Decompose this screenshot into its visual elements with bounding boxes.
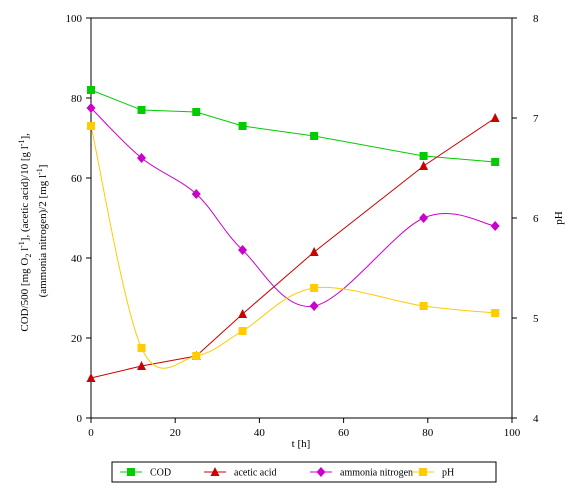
data-point-ammonia-nitrogen — [419, 213, 429, 223]
left-axis-label-line1: COD/500 [mg O2 l-1], (acetic acid)/10 [g… — [17, 133, 33, 332]
y-tick-label: 100 — [66, 13, 83, 25]
data-point-acetic-acid — [490, 113, 500, 122]
data-point-ph — [491, 309, 500, 317]
series-markers — [86, 86, 500, 382]
data-point-cod — [192, 108, 201, 116]
legend-label-ph: pH — [442, 468, 454, 479]
data-point-cod — [238, 122, 247, 130]
data-point-ammonia-nitrogen — [238, 245, 248, 255]
x-tick-label: 100 — [504, 427, 521, 439]
data-point-acetic-acid — [137, 361, 147, 370]
left-axis-label: COD/500 [mg O2 l-1], (acetic acid)/10 [g… — [17, 130, 49, 331]
data-point-cod — [419, 152, 428, 160]
data-point-ammonia-nitrogen — [309, 301, 319, 311]
legend-marker-cod — [127, 468, 135, 476]
right-axis: 4 5 6 7 8 — [512, 13, 539, 425]
legend: COD acetic acid ammonia nitrogen pH — [111, 461, 497, 483]
data-point-ammonia-nitrogen — [490, 221, 500, 231]
legend-label-acetic-acid: acetic acid — [234, 468, 276, 479]
legend-label-cod: COD — [150, 468, 171, 479]
data-point-cod — [137, 106, 146, 114]
x-tick-label: 40 — [254, 427, 266, 439]
y-tick-label: 80 — [71, 93, 83, 105]
y2-tick-label: 5 — [533, 313, 539, 325]
y2-tick-label: 6 — [533, 213, 539, 225]
data-point-ph — [87, 122, 95, 130]
plot-area — [90, 17, 513, 419]
left-axis-label-line2: (ammonia nitrogen)/2 [mg l-1] — [35, 165, 49, 298]
right-axis-label: pH — [553, 211, 565, 225]
legend-label-ammonia-nitrogen: ammonia nitrogen — [340, 468, 413, 479]
series-line-ph — [90, 125, 496, 369]
data-point-acetic-acid — [86, 373, 96, 382]
legend-box — [111, 461, 497, 483]
legend-marker-acetic-acid — [210, 467, 220, 476]
y2-tick-label: 7 — [533, 113, 539, 125]
data-point-ammonia-nitrogen — [86, 103, 96, 113]
y-tick-label: 60 — [71, 173, 83, 185]
data-point-cod — [310, 132, 319, 140]
data-point-ph — [310, 284, 319, 292]
data-point-cod — [491, 158, 500, 166]
x-tick-label: 0 — [88, 427, 94, 439]
x-tick-label: 20 — [170, 427, 182, 439]
y-tick-label: 40 — [71, 253, 83, 265]
y-tick-label: 20 — [71, 333, 83, 345]
y-tick-label: 0 — [77, 413, 83, 425]
data-point-acetic-acid — [419, 161, 429, 170]
y2-tick-label: 8 — [533, 13, 539, 25]
data-point-ammonia-nitrogen — [191, 189, 201, 199]
legend-marker-ammonia-nitrogen — [316, 467, 326, 477]
data-point-ammonia-nitrogen — [137, 153, 147, 163]
x-axis: 0 20 40 60 80 100 — [88, 418, 521, 439]
data-point-cod — [87, 86, 95, 94]
data-point-acetic-acid — [309, 247, 319, 256]
x-axis-label: t [h] — [292, 438, 311, 450]
data-point-ph — [192, 352, 201, 360]
y2-tick-label: 4 — [533, 413, 539, 425]
data-point-ph — [137, 344, 146, 352]
data-point-acetic-acid — [238, 309, 248, 318]
data-point-ph — [238, 327, 247, 335]
left-axis: 0 20 40 60 80 100 — [66, 13, 91, 425]
x-tick-label: 60 — [338, 427, 350, 439]
x-tick-label: 80 — [422, 427, 434, 439]
legend-marker-ph — [419, 468, 427, 476]
data-point-ph — [419, 302, 428, 310]
